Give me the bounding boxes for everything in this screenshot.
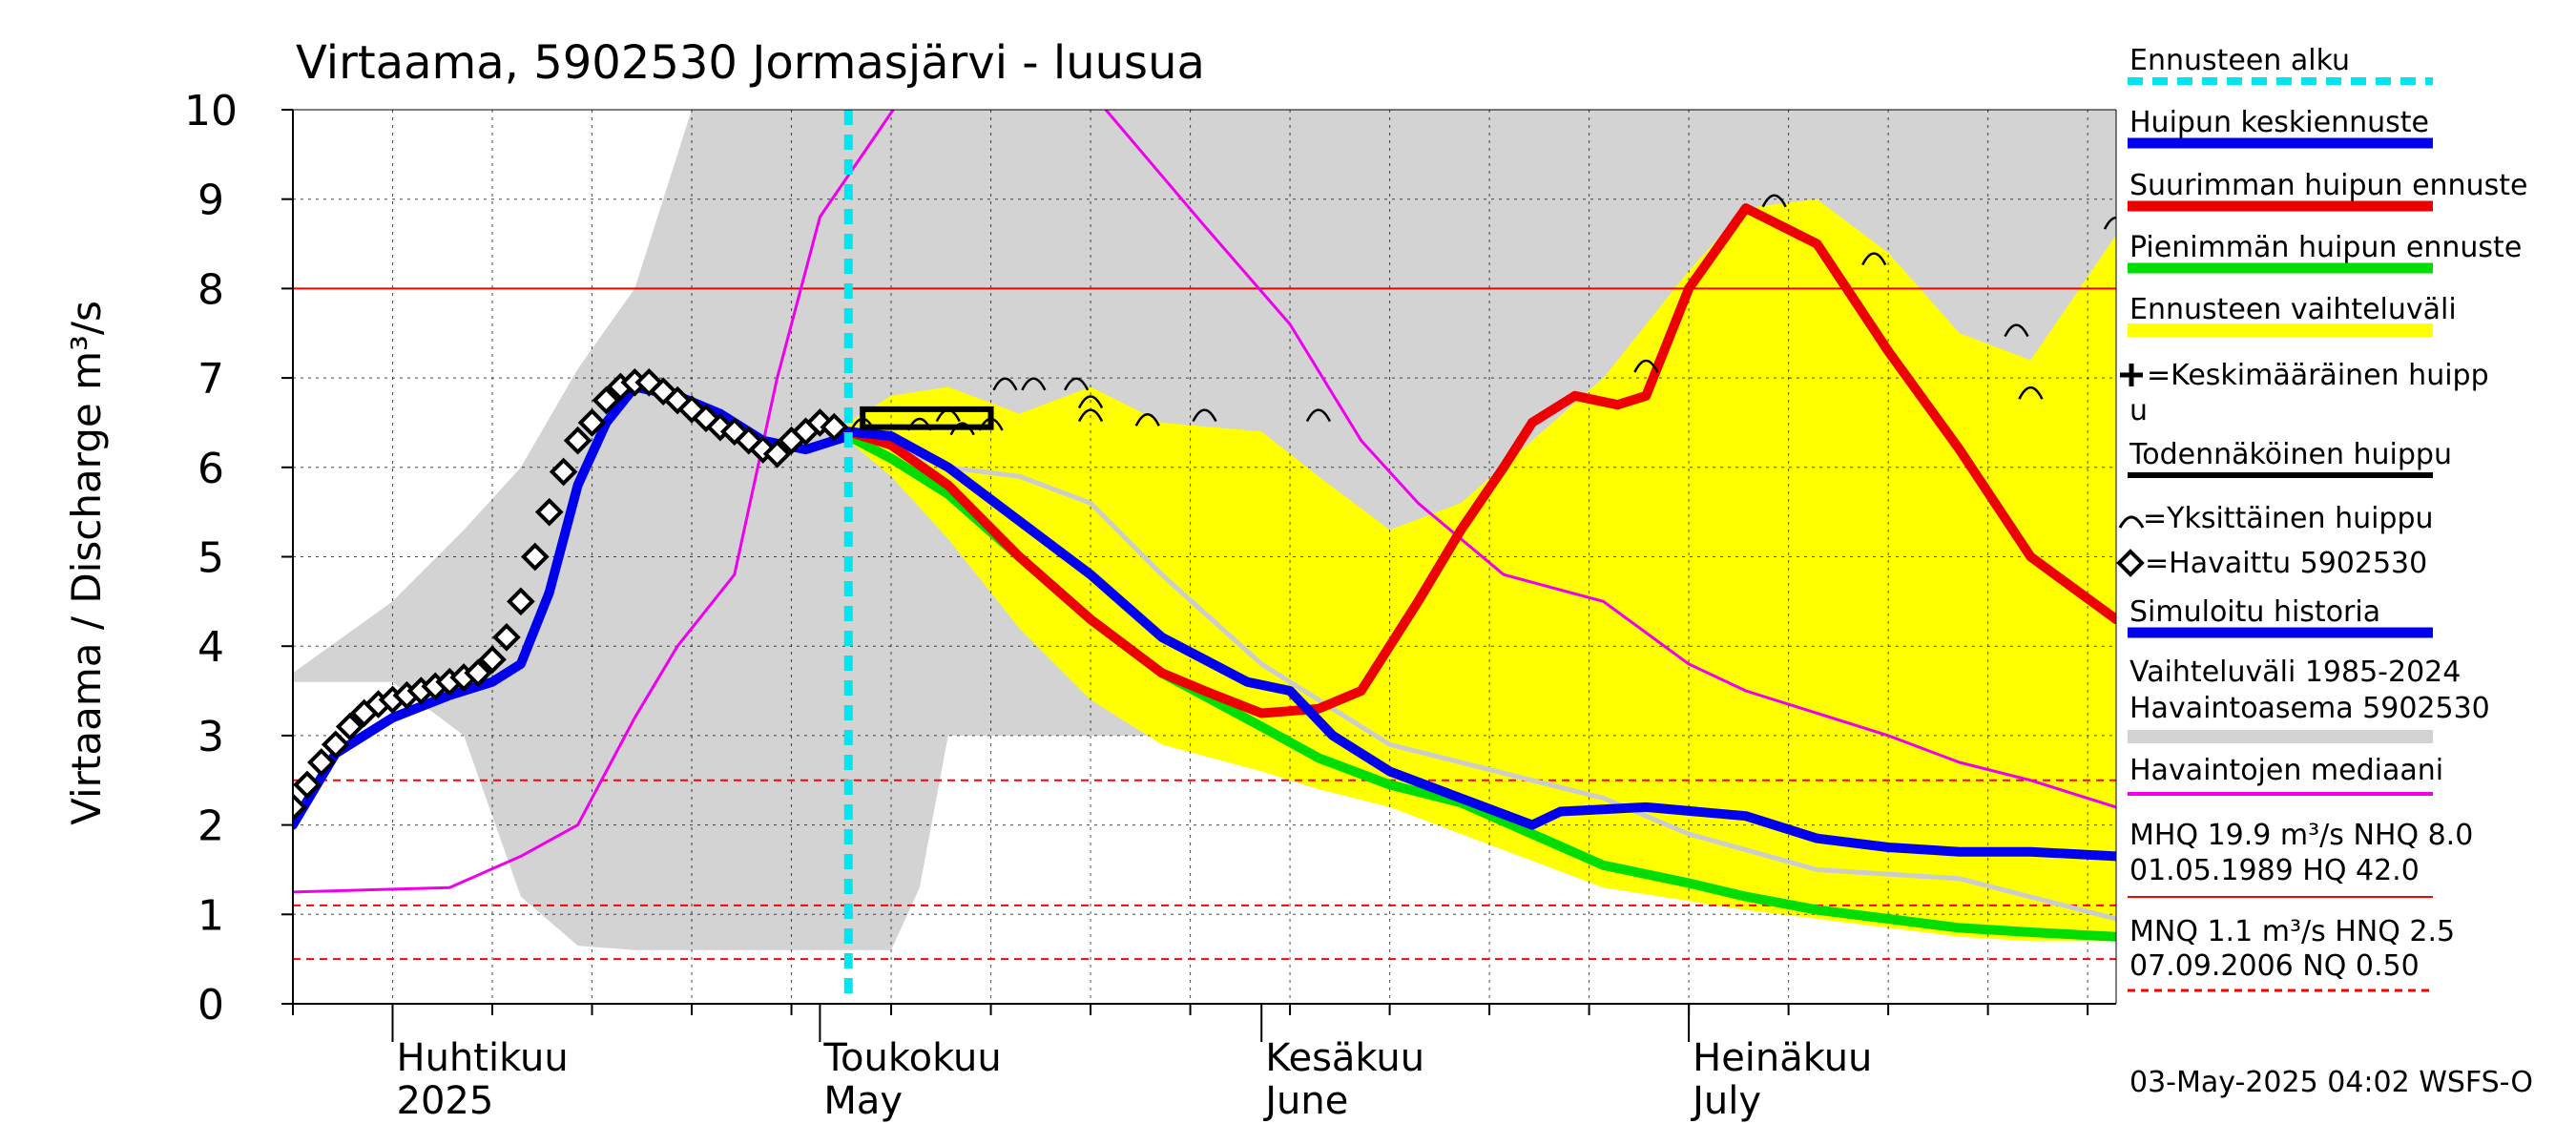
legend-avg-peak: =Keskimääräinen huipp [2147, 359, 2489, 392]
single-peak-17 [2018, 385, 2044, 400]
forecast-range-band [848, 198, 2116, 942]
legend-median: Havaintojen mediaani [2129, 754, 2443, 787]
legend-forecast-start: Ennusteen alku [2129, 44, 2350, 77]
footer-timestamp: 03-May-2025 04:02 WSFS-O [2129, 1066, 2533, 1099]
observed-point-3 [321, 730, 350, 760]
observed-point-22 [592, 385, 621, 415]
observed-point-21 [577, 408, 607, 437]
observed-point-18 [534, 497, 564, 527]
x-month-label-fi-3: Heinäkuu [1693, 1036, 1872, 1080]
y-tick-label-4: 4 [197, 623, 224, 672]
chart-title: Virtaama, 5902530 Jormasjärvi - luusua [296, 36, 1205, 90]
single-peak-9 [1077, 408, 1104, 423]
plot-content [293, 110, 2116, 1004]
observed-point-17 [520, 542, 550, 572]
observed-point-2 [307, 748, 336, 777]
x-month-label-fi-2: Kesäkuu [1265, 1036, 1424, 1080]
y-axis-label: Virtaama / Discharge m³/s [63, 301, 110, 825]
single-peak-3 [949, 422, 975, 436]
observed-point-29 [692, 404, 720, 433]
single-peak-12 [1305, 408, 1332, 423]
observed-point-16 [507, 587, 535, 616]
observed-point-1 [293, 770, 322, 800]
series-line-5 [845, 428, 2116, 922]
legend-avg-peak-wrap: u [2129, 394, 2148, 427]
single-peak-1 [906, 417, 933, 431]
y-tick-label-8: 8 [197, 265, 224, 314]
single-peak-13 [1633, 359, 1659, 373]
legend-single-peak: =Yksittäinen huippu [2143, 502, 2434, 535]
plus-icon [2120, 364, 2143, 386]
legend-hist-station: Havaintoasema 5902530 [2129, 692, 2490, 725]
single-peak-7 [1064, 377, 1090, 391]
single-peak-16 [2004, 323, 2029, 338]
observed-point-4 [335, 712, 364, 741]
diamond-icon [2116, 549, 2145, 577]
single-peak-5 [992, 377, 1018, 391]
observed-point-33 [748, 435, 778, 464]
observed-point-14 [478, 645, 507, 675]
y-tick-label-5: 5 [197, 534, 224, 583]
observed-point-13 [464, 658, 492, 688]
single-peak-15 [1861, 252, 1887, 266]
observed-point-0 [293, 793, 307, 822]
y-tick-label-1: 1 [197, 891, 224, 940]
single-peak-4 [978, 417, 1004, 431]
x-month-label-en-0: 2025 [397, 1079, 494, 1123]
y-tick-label-6: 6 [197, 445, 224, 493]
observed-point-15 [492, 623, 521, 652]
single-peak-2 [935, 408, 961, 423]
legend-observed: =Havaittu 5902530 [2145, 547, 2427, 580]
legend-mean-peak: Huipun keskiennuste [2129, 106, 2429, 139]
y-tick-label-7: 7 [197, 355, 224, 404]
series-line-0 [843, 427, 2116, 862]
single-peak-6 [1021, 377, 1047, 391]
legend: Ennusteen alku Huipun keskiennuste Suuri… [2116, 44, 2527, 992]
legend-max-peak: Suurimman huipun ennuste [2129, 169, 2527, 202]
observed-point-30 [706, 412, 735, 442]
single-peak-8 [1077, 395, 1104, 409]
observed-point-20 [563, 426, 592, 455]
legend-stats-low-1: MNQ 1.1 m³/s HNQ 2.5 [2129, 915, 2455, 948]
legend-range: Ennusteen vaihteluväli [2129, 293, 2457, 326]
series-line-1 [843, 203, 2116, 718]
observed-point-38 [820, 412, 849, 442]
legend-stats-high-1: MHQ 19.9 m³/s NHQ 8.0 [2129, 819, 2473, 852]
single-peak-14 [1761, 194, 1787, 208]
legend-stats-low-2: 07.09.2006 NQ 0.50 [2129, 949, 2420, 983]
y-tick-label-2: 2 [197, 802, 224, 851]
observed-point-34 [762, 439, 792, 468]
legend-hist-range: Vaihteluväli 1985-2024 [2129, 656, 2461, 689]
y-tick-label-10: 10 [184, 87, 238, 135]
single-peak-18 [2103, 216, 2116, 230]
series-line-4 [293, 110, 2116, 894]
x-month-label-en-1: May [823, 1079, 903, 1123]
legend-min-peak: Pienimmän huipun ennuste [2129, 231, 2522, 264]
legend-simulated: Simuloitu historia [2129, 595, 2380, 629]
y-tick-label-3: 3 [197, 713, 224, 761]
observed-point-27 [663, 385, 692, 415]
plot-area [292, 109, 2117, 1005]
observed-point-26 [649, 377, 678, 406]
legend-stats-high-2: 01.05.1989 HQ 42.0 [2129, 854, 2420, 887]
y-tick-label-9: 9 [197, 177, 224, 225]
legend-likely-peak: Todennäköinen huippu [2129, 438, 2452, 471]
y-tick-label-0: 0 [197, 981, 224, 1030]
single-peak-0 [850, 417, 876, 431]
single-peak-10 [1134, 413, 1160, 427]
single-peak-11 [1192, 408, 1217, 423]
x-month-label-en-2: June [1262, 1079, 1348, 1123]
x-month-label-fi-0: Huhtikuu [397, 1036, 569, 1080]
observed-point-19 [549, 457, 578, 487]
x-month-label-fi-1: Toukokuu [822, 1036, 1001, 1080]
arc-icon [2118, 515, 2145, 529]
x-month-label-en-3: July [1690, 1079, 1761, 1123]
